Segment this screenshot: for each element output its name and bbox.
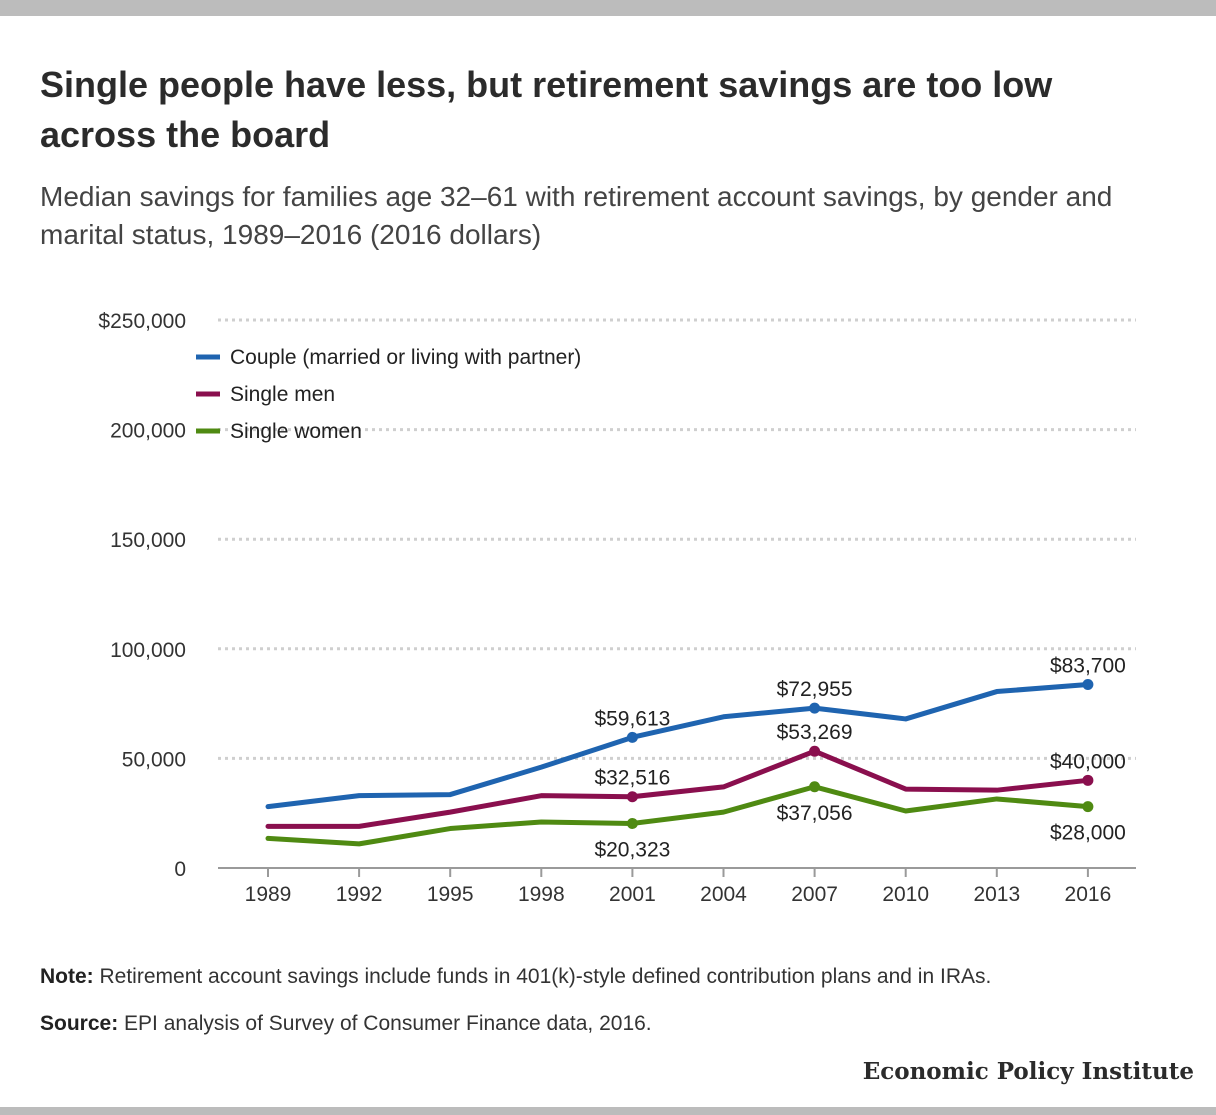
data-label: $59,613 [594, 707, 670, 730]
x-tick-label: 2016 [1065, 883, 1112, 906]
chart-subtitle: Median savings for families age 32–61 wi… [40, 181, 1113, 250]
data-label: $20,323 [594, 838, 670, 861]
x-tick-label: 2001 [609, 883, 656, 906]
gridlines [218, 318, 1136, 760]
data-point-marker [626, 791, 638, 803]
bottom-rule [0, 1107, 1216, 1115]
publisher-logo: Economic Policy Institute [862, 1058, 1194, 1085]
series-lines [265, 679, 1094, 847]
x-tick-label: 1998 [518, 883, 565, 906]
legend-label-1: Couple (married or living with partner) [230, 346, 581, 369]
data-point-marker [1082, 679, 1094, 691]
x-tick-label: 2013 [973, 883, 1020, 906]
data-label: $83,700 [1050, 655, 1126, 678]
y-tick-label: 50,000 [122, 748, 186, 771]
data-point-marker [626, 817, 638, 829]
data-labels: $59,613 $72,955 $83,700 $32,516 $53,269 $40,0… [594, 655, 1125, 862]
x-tick-label: 1995 [427, 883, 474, 906]
series-line-3 [265, 784, 1091, 847]
legend: Couple (married or living with partner) S… [196, 346, 581, 443]
axes: 0 50,000 100,000 150,000 200,000 $250,000 1989… [98, 310, 1136, 906]
legend-label-3: Single women [230, 420, 362, 443]
note-text: Retirement account savings include funds… [93, 965, 992, 988]
series-line-1 [265, 682, 1091, 810]
data-point-marker [809, 745, 821, 757]
note-label: Note: [40, 965, 94, 988]
data-label: $72,955 [777, 678, 853, 701]
data-point-marker [1082, 774, 1094, 786]
y-tick-label: 100,000 [110, 639, 186, 662]
source-label: Source: [40, 1012, 119, 1035]
source-text: EPI analysis of Survey of Consumer Finan… [118, 1012, 652, 1035]
legend-label-2: Single men [230, 383, 335, 406]
source: Source: EPI analysis of Survey of Consum… [40, 1009, 652, 1039]
x-tick-label: 2007 [791, 883, 838, 906]
data-point-marker [1082, 801, 1094, 813]
chart-title: Single people have less, but retirement … [40, 64, 1053, 155]
y-tick-label: 150,000 [110, 529, 186, 552]
x-tick-label: 1992 [336, 883, 383, 906]
top-rule [0, 0, 1216, 16]
data-point-marker [626, 731, 638, 743]
y-tick-label: 0 [174, 858, 186, 881]
series-line-2 [265, 748, 1091, 829]
data-label: $37,056 [777, 802, 853, 825]
y-tick-label: 200,000 [110, 420, 186, 443]
x-tick-label: 2004 [700, 883, 747, 906]
x-tick-label: 1989 [245, 883, 292, 906]
x-tick-label: 2010 [882, 883, 929, 906]
data-label: $28,000 [1050, 822, 1126, 845]
data-point-marker [809, 781, 821, 793]
data-label: $32,516 [594, 767, 670, 790]
note: Note: Retirement account savings include… [40, 962, 991, 992]
y-tick-label: $250,000 [98, 310, 186, 333]
data-point-marker [809, 702, 821, 714]
data-label: $40,000 [1050, 750, 1126, 773]
data-label: $53,269 [777, 721, 853, 744]
